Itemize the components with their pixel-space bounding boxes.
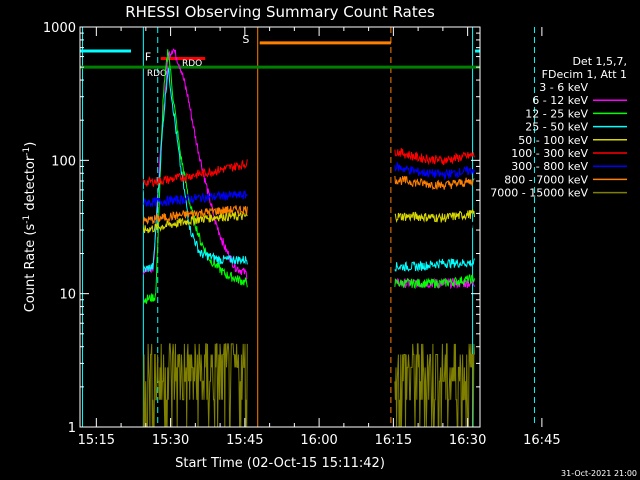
series-line-100-300kev-seg1 bbox=[394, 148, 475, 166]
x-tick-label: 16:15 bbox=[375, 433, 412, 448]
legend-label-5: 100 - 300 keV bbox=[511, 147, 588, 160]
legend-header-line-2: FDecim 1, Att 1 bbox=[542, 68, 627, 81]
plot-frame bbox=[79, 26, 481, 428]
legend-label-8: 7000 - 15000 keV bbox=[490, 187, 588, 200]
x-tick-label: 15:45 bbox=[226, 433, 263, 448]
series-line-7000-15000kev-seg1 bbox=[394, 343, 475, 428]
series-line-25-50kev-seg1 bbox=[394, 258, 475, 273]
legend-label-2: 12 - 25 keV bbox=[525, 107, 588, 120]
x-axis-label: Start Time (02-Oct-15 15:11:42) bbox=[175, 456, 385, 471]
series-line-50-100kev-seg1 bbox=[394, 209, 475, 223]
series-line-800-7000kev-seg0 bbox=[142, 205, 248, 225]
legend-label-4: 50 - 100 keV bbox=[518, 134, 588, 147]
legend-label-7: 800 - 7000 keV bbox=[504, 173, 588, 186]
rdo-label-b: RDO bbox=[147, 69, 167, 79]
series-line-50-100kev-seg0 bbox=[142, 211, 248, 234]
series-line-300-800kev-seg0 bbox=[143, 190, 248, 208]
y-tick-label: 100 bbox=[51, 154, 76, 169]
legend-label-6: 300 - 800 keV bbox=[511, 160, 588, 173]
series-line-300-800kev-seg1 bbox=[394, 161, 475, 181]
y-tick-label: 10 bbox=[59, 288, 76, 303]
footer-timestamp: 31-Oct-2021 21:00 bbox=[561, 469, 637, 478]
legend-header-line-1: Det 1,5,7, bbox=[572, 55, 627, 68]
saa-flag-label: S bbox=[242, 33, 249, 46]
series-line-12-25kev-seg1 bbox=[394, 273, 475, 290]
legend-label-3: 25 - 50 keV bbox=[525, 121, 588, 134]
series-line-800-7000kev-seg1 bbox=[394, 175, 475, 191]
y-tick-label: 1000 bbox=[43, 21, 76, 36]
legend-label-0: 3 - 6 keV bbox=[539, 81, 588, 94]
x-tick-label: 16:30 bbox=[449, 433, 486, 448]
chart-title: RHESSI Observing Summary Count Rates bbox=[125, 3, 435, 21]
x-tick-label: 16:00 bbox=[300, 433, 337, 448]
y-tick-label: 1 bbox=[68, 421, 76, 436]
legend-label-1: 6 - 12 keV bbox=[532, 94, 588, 107]
flare-flag-label: F bbox=[145, 51, 151, 64]
x-tick-label: 15:30 bbox=[152, 433, 189, 448]
rdo-label-a: RDO bbox=[182, 59, 202, 69]
series-line-25-50kev-seg0 bbox=[142, 67, 248, 273]
x-tick-label: 15:15 bbox=[78, 433, 115, 448]
series-line-100-300kev-seg0 bbox=[142, 159, 248, 188]
series-line-3-6kev-seg1 bbox=[394, 214, 475, 233]
x-tick-label: 16:45 bbox=[523, 433, 560, 448]
y-axis-label: Count Rate (s-1 detector-1) bbox=[22, 142, 38, 313]
